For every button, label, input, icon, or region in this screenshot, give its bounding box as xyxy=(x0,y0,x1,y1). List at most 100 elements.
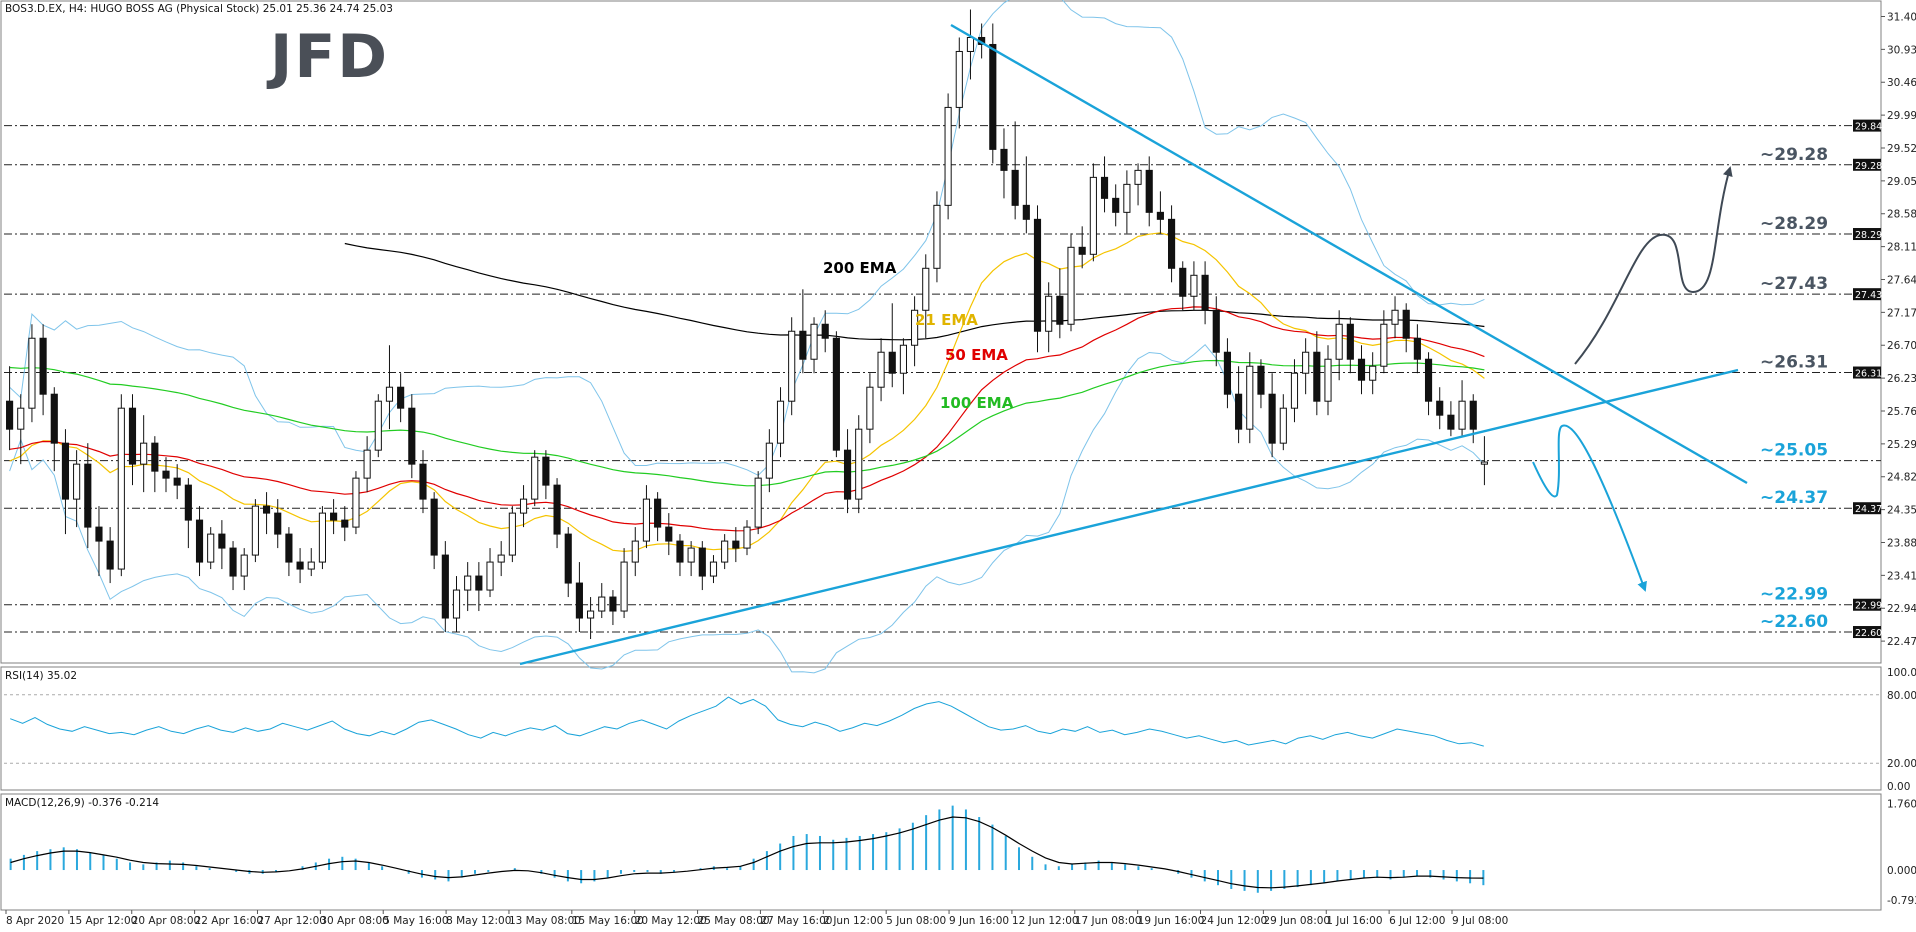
level-tag: 27.43 xyxy=(1855,290,1882,301)
candle-body xyxy=(598,596,606,612)
candle-body xyxy=(229,547,237,577)
level-tag-box xyxy=(1853,119,1881,132)
y-tick-label: 22.47 xyxy=(1887,636,1916,648)
candle-body xyxy=(955,50,963,108)
candle-body xyxy=(888,351,896,374)
candle-body xyxy=(497,554,505,563)
candle-body xyxy=(1100,176,1109,199)
trend-lines xyxy=(519,23,1748,666)
candle-body xyxy=(687,547,695,563)
candle-body xyxy=(307,561,315,570)
level-tag: 28.29 xyxy=(1855,230,1882,241)
candle-body xyxy=(754,477,762,528)
rsi-panel-frame xyxy=(0,666,1882,791)
candle-body xyxy=(564,533,572,584)
candle-body xyxy=(1112,197,1120,213)
candle-body xyxy=(642,498,651,542)
macd-tick-label: 0.000 xyxy=(1887,865,1916,877)
level-tag: 22.99 xyxy=(1855,601,1882,612)
level-labels: ~29.28 ~28.29 ~27.43 ~26.31 ~25.05 ~24.37 ~22.… xyxy=(1760,145,1828,632)
x-tick-label: 13 May 08:00 xyxy=(509,915,581,927)
candle-body xyxy=(251,505,259,556)
x-tick-label: 12 Jun 12:00 xyxy=(1012,915,1079,927)
ema-label: 200 EMA xyxy=(823,259,897,277)
x-tick-label: 8 Apr 2020 xyxy=(6,915,64,927)
x-tick-label: 17 Jun 08:00 xyxy=(1075,915,1142,927)
candle-body xyxy=(877,351,885,388)
candle-body xyxy=(519,498,528,514)
candle-body xyxy=(385,386,394,402)
candle-body xyxy=(709,561,718,577)
candle-body xyxy=(1268,393,1276,444)
y-tick-label: 24.82 xyxy=(1887,472,1916,484)
rsi-tick-label: 0.00 xyxy=(1887,781,1910,793)
level-label: ~22.60 xyxy=(1760,612,1828,632)
support-trendline xyxy=(519,368,1739,666)
candle-body xyxy=(989,43,997,150)
rsi-panel: 100.00 80.00 20.00 0.00 xyxy=(4,667,1916,793)
level-tag-box xyxy=(1853,158,1881,171)
candle-body xyxy=(810,323,818,360)
candle-body xyxy=(1313,351,1321,402)
candle-body xyxy=(944,106,952,206)
candle-body xyxy=(1190,274,1198,297)
candle-body xyxy=(430,498,438,556)
candle-body xyxy=(1436,400,1444,416)
level-label: ~28.29 xyxy=(1760,214,1828,234)
candle-body xyxy=(832,337,840,451)
candle-body xyxy=(50,393,58,444)
candle-body xyxy=(799,330,807,360)
candle-body xyxy=(1045,295,1053,332)
level-label: ~26.31 xyxy=(1760,353,1828,373)
y-tick-label: 31.40 xyxy=(1887,11,1916,23)
candle-body xyxy=(374,400,382,451)
candle-body xyxy=(1290,372,1299,409)
y-tick-label: 24.35 xyxy=(1887,505,1916,517)
y-tick-label: 25.76 xyxy=(1887,406,1916,418)
candle-body xyxy=(475,575,483,591)
y-tick-label: 29.05 xyxy=(1887,176,1916,188)
candle-body xyxy=(28,337,36,409)
candle-body xyxy=(73,463,81,500)
x-tick-label: 15 Apr 12:00 xyxy=(69,915,137,927)
candle-body xyxy=(486,561,494,591)
level-tag-box xyxy=(1853,502,1881,515)
x-tick-label: 25 May 08:00 xyxy=(698,915,770,927)
candle-body xyxy=(665,526,673,542)
candle-body xyxy=(419,463,427,500)
candle-body xyxy=(1156,211,1164,220)
candle-body xyxy=(1302,351,1310,374)
level-tag: 22.60 xyxy=(1855,628,1882,639)
level-tag-box xyxy=(1853,288,1881,301)
candle-body xyxy=(1145,169,1153,213)
resistance-trendline xyxy=(950,23,1748,485)
y-tick-label: 26.23 xyxy=(1887,373,1916,385)
y-tick-label: 23.41 xyxy=(1887,570,1916,582)
candle-body xyxy=(240,554,248,577)
candle-body xyxy=(542,456,550,486)
candle-body xyxy=(1391,309,1399,325)
candle-body xyxy=(676,540,684,563)
candle-body xyxy=(1257,365,1265,395)
macd-header: MACD(12,26,9) -0.376 -0.214 xyxy=(5,797,159,809)
x-tick-label: 30 Apr 08:00 xyxy=(320,915,388,927)
candle-body xyxy=(1067,246,1075,325)
macd-panel-frame xyxy=(0,793,1882,911)
candle-body xyxy=(631,540,639,563)
y-tick-label: 29.52 xyxy=(1887,143,1916,155)
x-tick-label: 29 Jun 08:00 xyxy=(1263,915,1330,927)
x-tick-label: 5 Jun 08:00 xyxy=(886,915,946,927)
candle-body xyxy=(117,407,125,570)
candle-body xyxy=(151,442,159,472)
y-tick-label: 30.93 xyxy=(1887,44,1916,56)
candle-body xyxy=(1089,176,1097,255)
candle-body xyxy=(408,407,416,465)
x-tick-label: 27 May 16:00 xyxy=(760,915,832,927)
candle-body xyxy=(6,400,14,430)
candle-body xyxy=(1246,365,1254,430)
x-tick-label: 6 Jul 12:00 xyxy=(1389,915,1445,927)
candle-body xyxy=(765,442,773,479)
level-tag-box xyxy=(1853,366,1881,379)
candle-body xyxy=(296,561,304,570)
